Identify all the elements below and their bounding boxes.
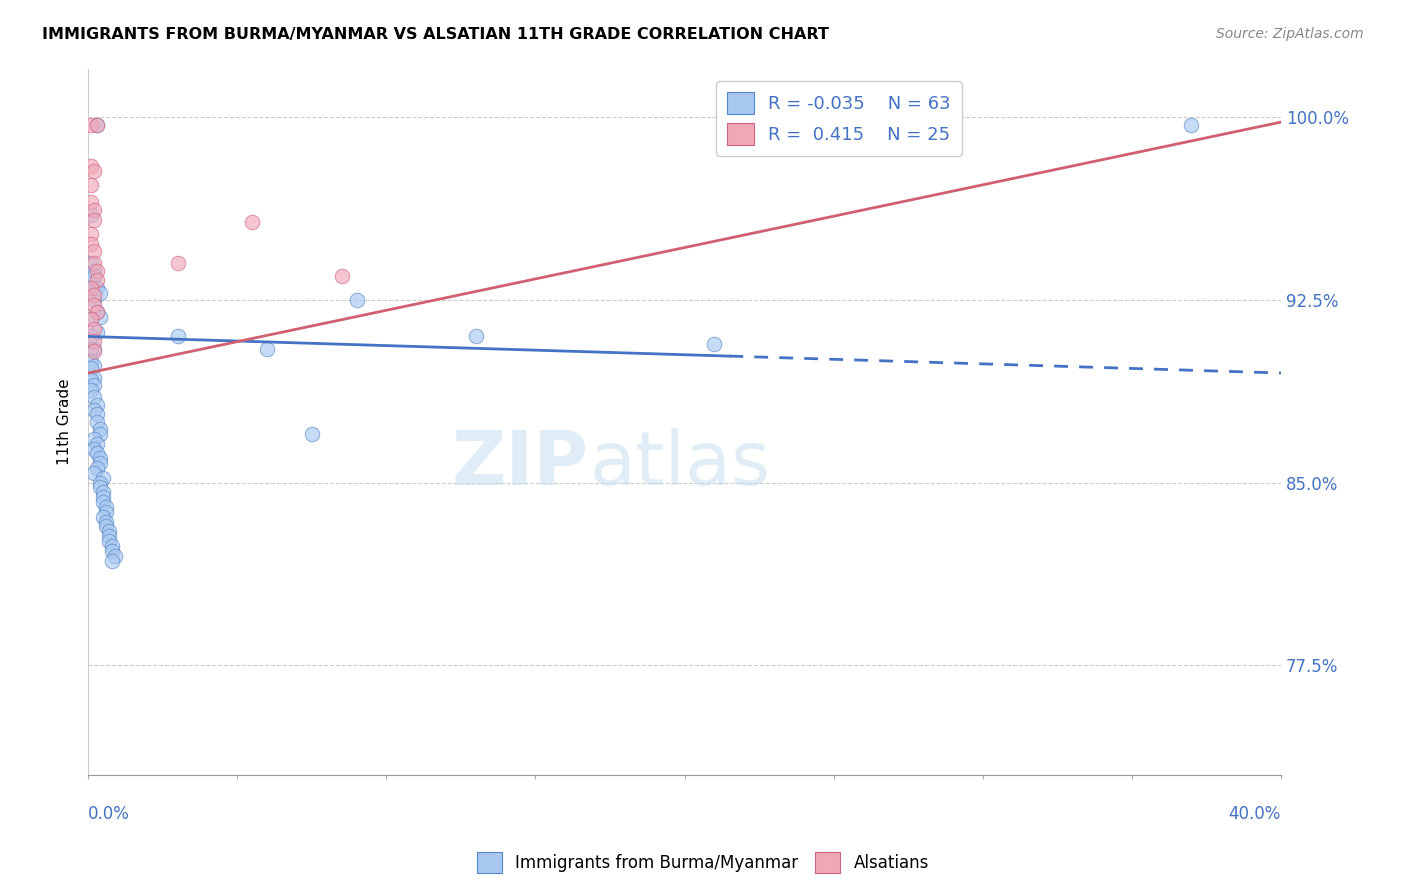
Point — [301, 426, 323, 441]
Point — [83, 402, 105, 417]
Point — [83, 288, 105, 302]
Point — [83, 293, 105, 307]
Point — [83, 334, 105, 349]
Point — [86, 325, 108, 339]
Point — [86, 415, 108, 429]
Point — [101, 553, 124, 567]
Point — [80, 118, 103, 132]
Point — [86, 305, 108, 319]
Point — [80, 208, 103, 222]
Point — [83, 268, 105, 283]
Point — [86, 398, 108, 412]
Point — [330, 268, 353, 283]
Point — [86, 118, 108, 132]
Point — [83, 442, 105, 456]
Point — [464, 329, 486, 343]
Point — [80, 227, 103, 242]
Point — [89, 456, 111, 470]
Point — [98, 534, 121, 549]
Point — [80, 354, 103, 368]
Point — [91, 485, 114, 500]
Text: 40.0%: 40.0% — [1229, 805, 1281, 823]
Point — [86, 273, 108, 287]
Point — [80, 159, 103, 173]
Point — [89, 481, 111, 495]
Point — [83, 164, 105, 178]
Point — [83, 298, 105, 312]
Point — [86, 408, 108, 422]
Point — [83, 378, 105, 392]
Point — [83, 390, 105, 404]
Point — [80, 312, 103, 326]
Point — [83, 322, 105, 336]
Point — [80, 312, 103, 326]
Point — [94, 515, 117, 529]
Point — [86, 446, 108, 460]
Point — [83, 359, 105, 373]
Point — [91, 471, 114, 485]
Text: ZIP: ZIP — [451, 427, 589, 500]
Point — [94, 519, 117, 533]
Point — [83, 342, 105, 356]
Point — [86, 118, 108, 132]
Point — [703, 336, 725, 351]
Point — [98, 529, 121, 543]
Point — [86, 436, 108, 450]
Point — [240, 215, 263, 229]
Point — [86, 281, 108, 295]
Point — [83, 212, 105, 227]
Point — [83, 244, 105, 259]
Point — [80, 373, 103, 387]
Y-axis label: 11th Grade: 11th Grade — [58, 378, 72, 465]
Point — [1180, 118, 1202, 132]
Text: 0.0%: 0.0% — [89, 805, 129, 823]
Point — [83, 432, 105, 446]
Point — [86, 461, 108, 475]
Text: IMMIGRANTS FROM BURMA/MYANMAR VS ALSATIAN 11TH GRADE CORRELATION CHART: IMMIGRANTS FROM BURMA/MYANMAR VS ALSATIA… — [42, 27, 830, 42]
Point — [83, 371, 105, 385]
Point — [86, 263, 108, 277]
Point — [83, 202, 105, 217]
Point — [166, 329, 188, 343]
Point — [83, 281, 105, 295]
Text: Source: ZipAtlas.com: Source: ZipAtlas.com — [1216, 27, 1364, 41]
Point — [80, 361, 103, 376]
Point — [256, 342, 278, 356]
Point — [89, 451, 111, 466]
Point — [80, 342, 103, 356]
Point — [98, 524, 121, 539]
Text: atlas: atlas — [589, 427, 770, 500]
Point — [166, 256, 188, 270]
Point — [89, 475, 111, 490]
Point — [89, 422, 111, 436]
Point — [91, 490, 114, 504]
Point — [80, 236, 103, 251]
Point — [80, 195, 103, 210]
Point — [83, 256, 105, 270]
Legend: R = -0.035    N = 63, R =  0.415    N = 25: R = -0.035 N = 63, R = 0.415 N = 25 — [716, 81, 962, 156]
Point — [89, 426, 111, 441]
Point — [80, 329, 103, 343]
Point — [80, 256, 103, 270]
Point — [94, 505, 117, 519]
Point — [83, 263, 105, 277]
Point — [83, 344, 105, 359]
Point — [80, 281, 103, 295]
Point — [91, 509, 114, 524]
Point — [86, 305, 108, 319]
Point — [104, 549, 127, 563]
Point — [80, 383, 103, 397]
Point — [346, 293, 368, 307]
Point — [89, 310, 111, 324]
Point — [94, 500, 117, 514]
Point — [101, 544, 124, 558]
Point — [91, 495, 114, 509]
Point — [80, 178, 103, 193]
Point — [89, 285, 111, 300]
Legend: Immigrants from Burma/Myanmar, Alsatians: Immigrants from Burma/Myanmar, Alsatians — [471, 846, 935, 880]
Point — [83, 466, 105, 480]
Point — [101, 539, 124, 553]
